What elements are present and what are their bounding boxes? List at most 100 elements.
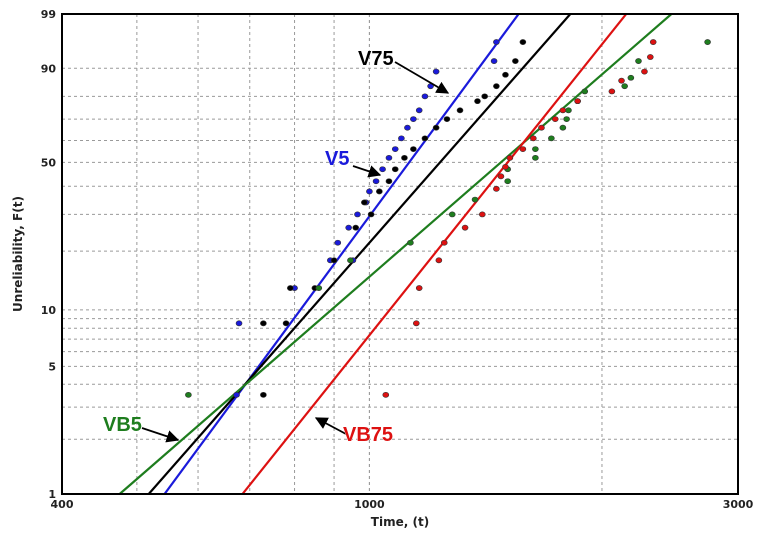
x-tick-label: 3000: [723, 498, 754, 511]
data-points: [185, 39, 711, 398]
data-point-vb5: [704, 39, 711, 45]
data-point-v75: [287, 285, 294, 291]
data-point-vb5: [581, 88, 589, 95]
fit-line-vb75: [241, 14, 628, 494]
data-point-vb75: [479, 211, 486, 218]
data-point-v5: [366, 188, 373, 195]
data-point-v75: [385, 178, 393, 185]
data-point-vb5: [471, 196, 479, 203]
data-point-vb5: [315, 285, 323, 291]
data-point-v5: [372, 178, 380, 185]
data-point-v75: [481, 93, 488, 100]
plot-frame: [61, 13, 739, 495]
data-point-vb5: [565, 107, 572, 114]
data-point-vb5: [548, 135, 555, 142]
data-point-v75: [502, 71, 509, 78]
data-point-v5: [345, 224, 352, 231]
annotation-arrow-vb5: [141, 427, 180, 443]
data-point-vb75: [618, 77, 625, 84]
y-axis-title: Unreliability, F(t): [11, 196, 25, 312]
y-tick-label: 10: [41, 304, 57, 317]
data-point-vb75: [435, 257, 443, 264]
data-point-vb75: [440, 239, 448, 246]
y-tick-label: 99: [41, 8, 56, 21]
data-point-vb5: [448, 211, 456, 218]
data-point-v75: [330, 257, 338, 264]
y-tick-label: 90: [41, 62, 57, 75]
data-point-vb75: [461, 224, 469, 231]
data-point-v75: [260, 320, 267, 327]
data-point-vb75: [551, 116, 559, 122]
data-point-vb75: [649, 39, 657, 45]
data-point-vb5: [185, 391, 192, 398]
data-point-vb75: [538, 124, 545, 131]
data-point-vb5: [532, 146, 539, 152]
data-point-vb75: [415, 285, 423, 291]
annotations: V75 V5 VB5 VB75: [103, 48, 450, 446]
data-point-vb5: [635, 58, 642, 64]
data-point-vb75: [559, 107, 567, 114]
data-point-vb5: [504, 178, 511, 185]
data-point-v5: [398, 135, 405, 142]
data-point-v5: [493, 39, 500, 45]
data-point-vb5: [621, 83, 628, 90]
data-point-v75: [282, 320, 290, 327]
data-point-v5: [233, 391, 240, 398]
x-tick-label: 400: [51, 498, 74, 511]
data-point-vb5: [627, 74, 635, 81]
data-point-v75: [474, 98, 481, 105]
data-point-v5: [354, 211, 361, 218]
data-point-v5: [334, 239, 342, 246]
data-point-vb75: [647, 54, 654, 60]
y-tick-label: 50: [41, 156, 57, 169]
data-point-v5: [379, 166, 386, 173]
data-point-v5: [410, 116, 417, 122]
data-point-vb75: [530, 135, 537, 142]
data-point-v75: [432, 124, 440, 131]
grid: [62, 14, 738, 494]
data-point-v75: [391, 166, 399, 173]
data-point-vb75: [502, 164, 509, 170]
y-tick-label: 5: [48, 360, 56, 373]
fit-lines: [118, 14, 673, 494]
data-point-v75: [410, 146, 417, 152]
tick-labels: 1 5 10 50 90 99 400 1000 3000: [41, 8, 754, 511]
data-point-v75: [361, 199, 368, 206]
annotation-arrow-v75: [394, 61, 450, 94]
data-point-vb75: [413, 320, 420, 327]
data-point-vb75: [382, 391, 390, 398]
data-point-v75: [260, 391, 267, 398]
data-point-vb5: [347, 257, 354, 264]
fit-line-v75: [147, 14, 572, 494]
data-point-v75: [493, 83, 500, 90]
data-point-v75: [367, 211, 375, 218]
data-point-v75: [443, 116, 451, 122]
data-point-vb5: [532, 154, 539, 161]
data-point-v75: [519, 39, 527, 45]
data-point-vb5: [407, 239, 414, 246]
data-point-vb75: [608, 88, 616, 95]
data-point-v5: [235, 320, 243, 327]
annotation-arrow-v5: [352, 165, 382, 178]
fit-line-vb5: [118, 14, 673, 494]
data-point-vb5: [563, 116, 570, 122]
annotation-label-vb75: VB75: [343, 424, 393, 446]
data-point-vb5: [559, 124, 567, 131]
x-axis-title: Time, (t): [371, 515, 429, 529]
x-tick-label: 1000: [354, 498, 385, 511]
data-point-v75: [456, 107, 464, 114]
annotation-label-v5: V5: [325, 148, 349, 170]
annotation-arrow-vb75: [314, 417, 347, 435]
data-point-v75: [421, 135, 429, 142]
fit-line-v5: [163, 14, 520, 494]
data-point-v5: [432, 68, 440, 75]
data-point-vb75: [497, 173, 505, 180]
data-point-v5: [391, 146, 399, 152]
data-point-vb75: [574, 98, 581, 105]
data-point-v5: [404, 124, 411, 131]
data-point-vb75: [506, 154, 514, 161]
data-point-v5: [415, 107, 423, 114]
data-point-v5: [421, 93, 429, 100]
data-point-vb75: [493, 185, 500, 192]
